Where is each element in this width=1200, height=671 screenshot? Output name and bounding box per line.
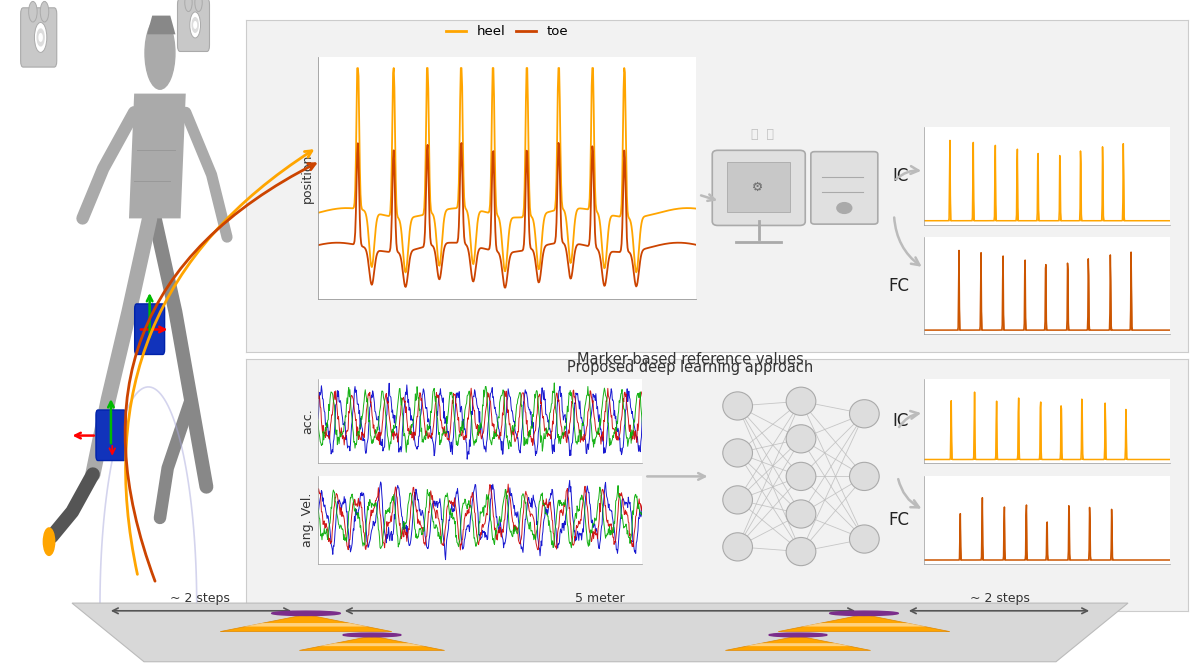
Circle shape <box>722 392 752 420</box>
Text: FC: FC <box>888 276 910 295</box>
Polygon shape <box>745 643 851 646</box>
FancyBboxPatch shape <box>20 8 56 67</box>
Text: ⚙: ⚙ <box>752 180 763 194</box>
Circle shape <box>37 29 44 46</box>
Polygon shape <box>300 636 445 650</box>
Circle shape <box>769 633 827 637</box>
Polygon shape <box>148 15 175 34</box>
Circle shape <box>722 486 752 514</box>
Circle shape <box>722 533 752 561</box>
Legend: heel, toe: heel, toe <box>440 20 574 44</box>
Polygon shape <box>72 603 1128 662</box>
FancyBboxPatch shape <box>713 150 805 225</box>
Circle shape <box>343 633 401 637</box>
Circle shape <box>145 17 175 89</box>
Circle shape <box>786 500 816 528</box>
Circle shape <box>722 439 752 467</box>
Y-axis label: ang. Vel.: ang. Vel. <box>301 493 314 548</box>
FancyBboxPatch shape <box>134 304 164 354</box>
Circle shape <box>41 1 49 22</box>
Circle shape <box>43 528 55 556</box>
Text: 👁  👁: 👁 👁 <box>751 127 774 141</box>
Text: FC: FC <box>888 511 910 529</box>
Text: ⚙: ⚙ <box>752 180 763 194</box>
Circle shape <box>850 462 880 491</box>
Circle shape <box>836 203 852 213</box>
Y-axis label: position: position <box>301 153 314 203</box>
Circle shape <box>194 21 197 28</box>
Text: 5 meter: 5 meter <box>575 592 625 605</box>
Circle shape <box>29 1 37 22</box>
Circle shape <box>190 12 200 38</box>
Polygon shape <box>319 643 425 646</box>
Circle shape <box>786 462 816 491</box>
Polygon shape <box>244 623 368 627</box>
Circle shape <box>786 537 816 566</box>
Circle shape <box>194 0 203 11</box>
Text: IC: IC <box>893 167 910 185</box>
Polygon shape <box>221 615 391 631</box>
Circle shape <box>35 22 47 52</box>
Y-axis label: acc.: acc. <box>301 408 314 434</box>
Circle shape <box>786 387 816 415</box>
Text: Proposed deep learning approach: Proposed deep learning approach <box>566 360 814 374</box>
Circle shape <box>40 34 42 41</box>
Polygon shape <box>130 94 186 218</box>
Text: ~ 2 steps: ~ 2 steps <box>970 592 1030 605</box>
Text: IC: IC <box>893 412 910 430</box>
Circle shape <box>786 425 816 453</box>
FancyBboxPatch shape <box>811 152 878 224</box>
Circle shape <box>850 525 880 553</box>
FancyBboxPatch shape <box>178 0 210 52</box>
Circle shape <box>185 0 192 11</box>
Polygon shape <box>802 623 926 627</box>
Text: ~ 2 steps: ~ 2 steps <box>170 592 230 605</box>
Circle shape <box>271 611 341 615</box>
Circle shape <box>829 611 899 615</box>
FancyBboxPatch shape <box>727 162 791 212</box>
Circle shape <box>850 400 880 428</box>
Circle shape <box>192 17 198 32</box>
FancyBboxPatch shape <box>96 410 126 460</box>
Polygon shape <box>726 636 871 650</box>
Text: Marker-based reference values: Marker-based reference values <box>577 352 803 366</box>
Polygon shape <box>778 615 950 631</box>
